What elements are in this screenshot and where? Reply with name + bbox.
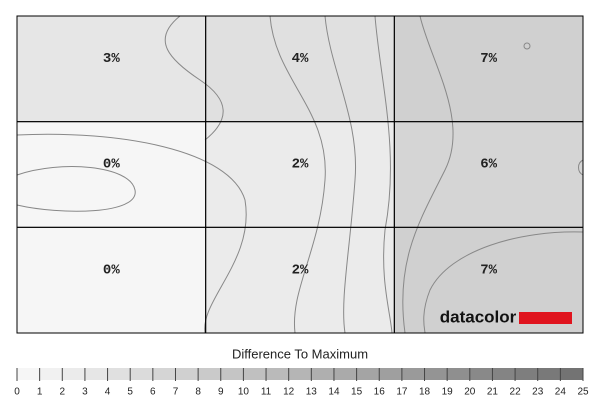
- colorbar-swatch: [266, 368, 289, 380]
- colorbar-tick-label: 11: [261, 387, 272, 398]
- colorbar-swatch: [424, 368, 448, 380]
- contour-line: [578, 159, 584, 176]
- cell-label: 2%: [292, 157, 309, 173]
- cell-borders: [16, 15, 584, 334]
- colorbar-tick-label: 5: [127, 387, 133, 398]
- contour-line: [324, 15, 357, 334]
- cell-border: [393, 226, 584, 334]
- colorbar-tick-label: 15: [351, 387, 363, 398]
- cell: [205, 227, 395, 333]
- colorbar-tick-label: 3: [82, 387, 88, 398]
- colorbar-title: Difference To Maximum: [232, 346, 368, 361]
- cell-label: 4%: [292, 51, 309, 67]
- cell: [394, 121, 583, 228]
- colorbar-swatch: [130, 368, 153, 380]
- colorbar-tick-label: 18: [419, 387, 431, 398]
- contour-line: [523, 42, 531, 50]
- contour-line: [374, 15, 393, 334]
- colorbar-swatch: [333, 368, 357, 380]
- colorbar-tick-label: 8: [195, 387, 201, 398]
- logo-bar: [519, 312, 572, 324]
- cell-label: 2%: [292, 262, 309, 278]
- cell: [205, 16, 395, 122]
- contour-line: [402, 15, 454, 334]
- colorbar-tick-label: 2: [59, 387, 65, 398]
- cell: [394, 16, 583, 122]
- colorbar-swatch: [288, 368, 312, 380]
- colorbar-swatch: [220, 368, 244, 380]
- colorbar-swatch: [447, 368, 470, 380]
- colorbar-tick-label: 0: [14, 387, 20, 398]
- colorbar-swatch: [84, 368, 108, 380]
- colorbar-tick-label: 4: [105, 387, 111, 398]
- colorbar-tick-label: 20: [464, 387, 476, 398]
- colorbar-swatch: [243, 368, 267, 380]
- colorbar-tick-label: 25: [577, 387, 589, 398]
- colorbar-tick-label: 19: [442, 387, 454, 398]
- heatmap-cells: [17, 16, 583, 333]
- contour-line: [164, 15, 224, 141]
- colorbar-swatch: [62, 368, 85, 380]
- colorbar-tick-label: 22: [510, 387, 522, 398]
- colorbar-swatch: [152, 368, 176, 380]
- contour-line: [16, 133, 247, 334]
- colorbar-swatch: [379, 368, 402, 380]
- colorbar-tick-label: 13: [306, 387, 318, 398]
- cell: [17, 227, 206, 333]
- colorbar-swatch: [537, 368, 561, 380]
- colorbar-tick-label: 14: [328, 387, 340, 398]
- colorbar-swatch: [492, 368, 516, 380]
- cell-label: 0%: [103, 157, 120, 173]
- contour-line: [269, 15, 326, 334]
- colorbar-swatch: [107, 368, 131, 380]
- cell: [205, 121, 395, 228]
- colorbar-tick-label: 24: [555, 387, 567, 398]
- contour-line: [16, 166, 136, 212]
- colorbar-tick-label: 12: [283, 387, 295, 398]
- colorbar-swatch: [560, 368, 583, 380]
- colorbar-swatch: [311, 368, 334, 380]
- cell-label: 7%: [480, 51, 497, 67]
- colorbar-tick-label: 7: [173, 387, 179, 398]
- colorbar-swatch: [356, 368, 380, 380]
- colorbar: 0 1 2 3 4 5 6 7 8 9 10 11 12 13 14 15 16 17 18 19 20 21 22 23 24…: [14, 368, 589, 398]
- colorbar-tick-label: 6: [150, 387, 156, 398]
- cell-label: 3%: [103, 51, 120, 67]
- colorbar-swatch: [401, 368, 425, 380]
- colorbar-swatch: [198, 368, 221, 380]
- colorbar-swatch: [175, 368, 199, 380]
- colorbar-tick-label: 1: [37, 387, 43, 398]
- colorbar-tick-label: 17: [396, 387, 408, 398]
- cell-label: 7%: [480, 262, 497, 278]
- colorbar-tick-label: 16: [374, 387, 386, 398]
- colorbar-swatch: [515, 368, 538, 380]
- contour-line: [423, 231, 584, 334]
- colorbar-swatch: [469, 368, 493, 380]
- cell: [17, 16, 206, 122]
- cell-label: 0%: [103, 262, 120, 278]
- colorbar-swatch: [39, 368, 63, 380]
- colorbar-swatch: [17, 368, 40, 380]
- colorbar-tick-label: 10: [238, 387, 250, 398]
- colorbar-tick-label: 21: [487, 387, 499, 398]
- contours: [16, 15, 584, 334]
- colorbar-tick-label: 9: [218, 387, 224, 398]
- logo: datacolor: [440, 307, 517, 326]
- colorbar-tick-label: 23: [532, 387, 544, 398]
- cell-label: 6%: [480, 157, 497, 173]
